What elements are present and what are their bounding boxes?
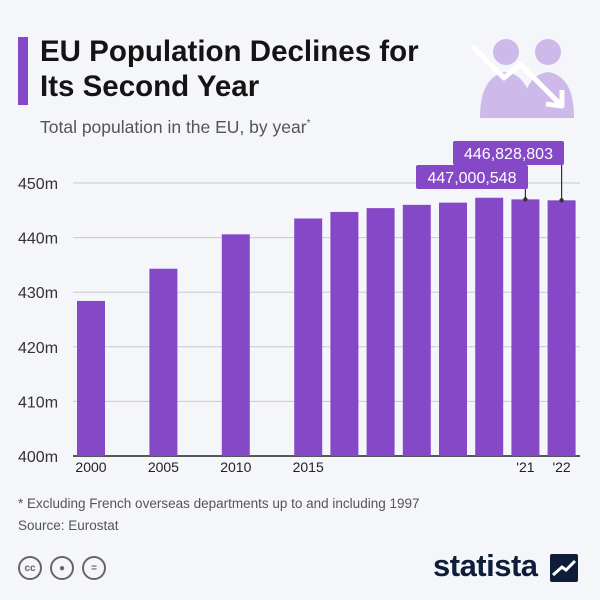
subtitle-text: Total population in the EU, by year xyxy=(40,117,307,137)
y-tick-label: 450m xyxy=(18,176,58,193)
y-tick-label: 440m xyxy=(18,231,58,248)
y-tick-label: 410m xyxy=(18,394,58,411)
source-note: Source: Eurostat xyxy=(18,518,119,533)
annotation-box xyxy=(416,165,528,189)
bar-2000 xyxy=(77,300,105,456)
annotation-box xyxy=(453,141,564,165)
annotation-label: 446,828,803 xyxy=(464,146,553,163)
title-accent-bar xyxy=(18,37,28,105)
bar-2021 xyxy=(511,199,540,456)
x-tick-label: '21 xyxy=(516,459,534,475)
bar-2018 xyxy=(402,204,431,456)
bar-2005 xyxy=(149,268,178,456)
x-tick-label: 2005 xyxy=(148,459,179,475)
bar-2016 xyxy=(330,211,359,456)
subtitle-asterisk: * xyxy=(306,118,311,130)
license-icons: cc ● = xyxy=(18,556,106,580)
y-tick-label: 400m xyxy=(18,449,58,466)
y-tick-label: 420m xyxy=(18,340,58,357)
bar-2022 xyxy=(547,200,576,456)
declining-population-icon xyxy=(470,39,574,118)
bar-2010 xyxy=(221,234,250,456)
chart-title: EU Population Declines for Its Second Ye… xyxy=(40,35,419,103)
annotation-dot xyxy=(559,198,564,203)
y-tick-label: 430m xyxy=(18,285,58,302)
footnote: * Excluding French overseas departments … xyxy=(18,496,420,511)
bar-2015 xyxy=(294,218,323,456)
bar-2020 xyxy=(475,197,504,456)
attribution-icon: ● xyxy=(50,556,74,580)
x-tick-label: 2010 xyxy=(220,459,251,475)
bar-2019 xyxy=(439,202,467,456)
bar-2017 xyxy=(366,208,395,456)
x-tick-label: 2000 xyxy=(75,459,106,475)
x-tick-label: '22 xyxy=(552,459,570,475)
statista-logo-text: statista xyxy=(433,548,538,583)
annotation-label: 447,000,548 xyxy=(428,170,517,187)
cc-icon: cc xyxy=(18,556,42,580)
annotation-dot xyxy=(523,197,528,202)
no-derivatives-icon: = xyxy=(82,556,106,580)
statista-logo-icon xyxy=(550,554,578,582)
chart-subtitle: Total population in the EU, by year* xyxy=(40,117,310,138)
x-tick-label: 2015 xyxy=(293,459,324,475)
